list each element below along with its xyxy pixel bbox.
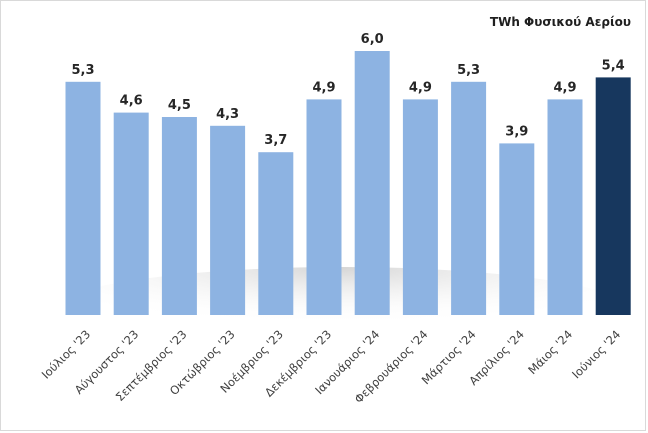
highlighted-bar (595, 77, 631, 316)
bar-value-label: 3,9 (505, 124, 528, 139)
bar-value-label: 4,9 (312, 80, 335, 95)
bar-value-label: 5,4 (602, 58, 625, 73)
unit-label: TWh Φυσικού Αερίου (489, 15, 631, 29)
bar-value-label: 4,3 (216, 107, 239, 122)
bar (161, 117, 197, 315)
bar-value-label: 4,9 (409, 80, 432, 95)
bar-value-label: 3,7 (264, 133, 287, 148)
bar (499, 143, 535, 315)
bar (258, 152, 294, 315)
bar (210, 125, 246, 315)
bar (451, 81, 487, 315)
bar (306, 99, 342, 316)
bar-value-label: 5,3 (71, 63, 94, 78)
bar (113, 112, 149, 315)
bar (402, 99, 438, 316)
bar-value-label: 4,5 (168, 98, 191, 113)
bar-value-label: 4,6 (120, 94, 143, 109)
bar-value-label: 4,9 (553, 80, 576, 95)
bar-value-label: 6,0 (361, 32, 384, 47)
bar-value-label: 5,3 (457, 63, 480, 78)
bar (65, 81, 101, 315)
bar (354, 51, 390, 315)
bar (547, 99, 583, 316)
